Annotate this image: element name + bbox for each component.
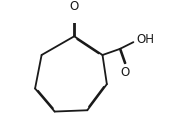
Text: O: O — [120, 66, 129, 79]
Text: O: O — [70, 0, 79, 13]
Text: OH: OH — [136, 33, 154, 46]
